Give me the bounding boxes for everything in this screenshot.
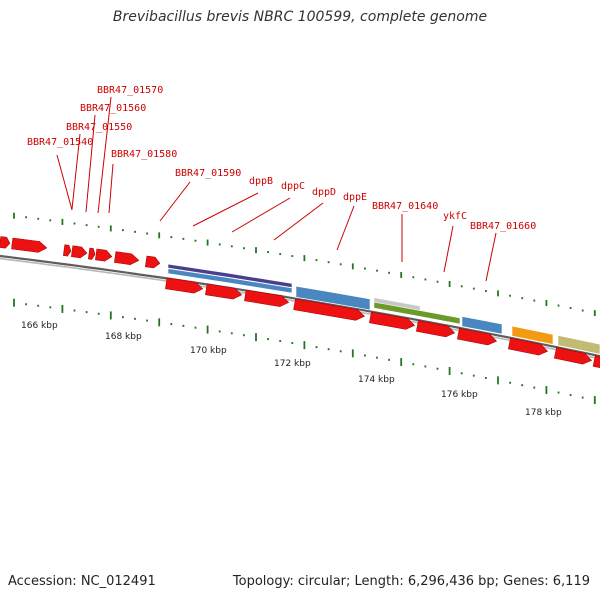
gene-label: BBR47_01560 <box>80 103 146 114</box>
gene-label: BBR47_01550 <box>66 122 132 133</box>
gene-arrow <box>11 237 48 253</box>
upper-tick-marks <box>13 212 596 317</box>
bar-blue <box>167 268 293 294</box>
gene-arrow <box>508 337 549 356</box>
bar-purple <box>167 263 293 288</box>
gene-arrow <box>553 347 593 365</box>
gene-label: BBR47_01570 <box>97 85 163 96</box>
gene-arrow <box>0 236 11 249</box>
label-leader-line <box>273 202 324 241</box>
label-leader-line <box>231 197 291 233</box>
bar-olive <box>373 301 461 325</box>
feature-bars <box>167 263 600 355</box>
label-leader-line <box>192 192 259 227</box>
scale-labels: 166 kbp 168 kbp 170 kbp 172 kbp 174 kbp 176 k… <box>21 321 562 418</box>
bar-blue-2 <box>461 316 503 335</box>
label-leader-line <box>443 225 454 273</box>
gene-label: BBR47_01660 <box>470 221 536 232</box>
gene-arrow <box>95 248 113 262</box>
scale-label: 166 kbp <box>21 321 58 331</box>
label-leader-line <box>336 205 355 251</box>
bar-orange <box>511 325 554 345</box>
label-leader-line <box>97 96 112 214</box>
label-leader-line <box>85 114 96 213</box>
gene-arrows <box>0 236 600 369</box>
gene-label: BBR47_01540 <box>27 137 93 148</box>
bar-khaki <box>557 335 600 355</box>
gene-label: ykfC <box>443 211 467 222</box>
gene-label: BBR47_01580 <box>111 149 177 160</box>
gene-arrow <box>457 327 498 346</box>
label-leader-line <box>71 133 81 210</box>
gene-arrow <box>144 255 161 269</box>
gene-label: dppB <box>249 176 273 187</box>
label-leader-line <box>108 163 114 214</box>
gene-arrow <box>88 247 96 260</box>
gene-arrow <box>165 277 204 294</box>
gene-arrow <box>63 244 72 257</box>
label-leader-line <box>56 154 73 211</box>
gene-arrow <box>205 283 243 300</box>
gene-arrow <box>293 298 365 321</box>
label-leader-line <box>485 232 497 282</box>
scale-label: 172 kbp <box>274 359 311 369</box>
bar-blue-dppD <box>295 285 371 311</box>
gene-arrow <box>416 320 456 338</box>
map-title: Brevibacillus brevis NBRC 100599, comple… <box>112 9 488 25</box>
gene-label: dppC <box>281 181 305 192</box>
gene-labels: BBR47_01570 BBR47_01560 BBR47_01550 BBR47_0… <box>27 85 536 232</box>
backbone-line <box>0 254 600 358</box>
gene-label: BBR47_01640 <box>372 201 438 212</box>
gene-arrow <box>71 245 88 259</box>
gene-label: BBR47_01590 <box>175 168 241 179</box>
scale-label: 170 kbp <box>190 346 227 356</box>
gene-arrow <box>244 289 290 307</box>
scale-label: 174 kbp <box>358 375 395 385</box>
gene-arrow <box>114 251 140 265</box>
scale-label: 168 kbp <box>105 332 142 342</box>
topology-text: Topology: circular; Length: 6,296,436 bp… <box>232 574 590 589</box>
gene-arrow <box>369 311 416 330</box>
gene-arrow <box>592 355 600 369</box>
label-leader-line <box>159 181 191 222</box>
scale-label: 176 kbp <box>441 390 478 400</box>
scale-label: 178 kbp <box>525 408 562 418</box>
label-leader-lines <box>56 96 497 282</box>
gene-label: dppD <box>312 187 336 198</box>
lower-tick-marks <box>13 298 596 405</box>
gene-label: dppE <box>343 192 367 203</box>
accession-text: Accession: NC_012491 <box>8 574 156 589</box>
